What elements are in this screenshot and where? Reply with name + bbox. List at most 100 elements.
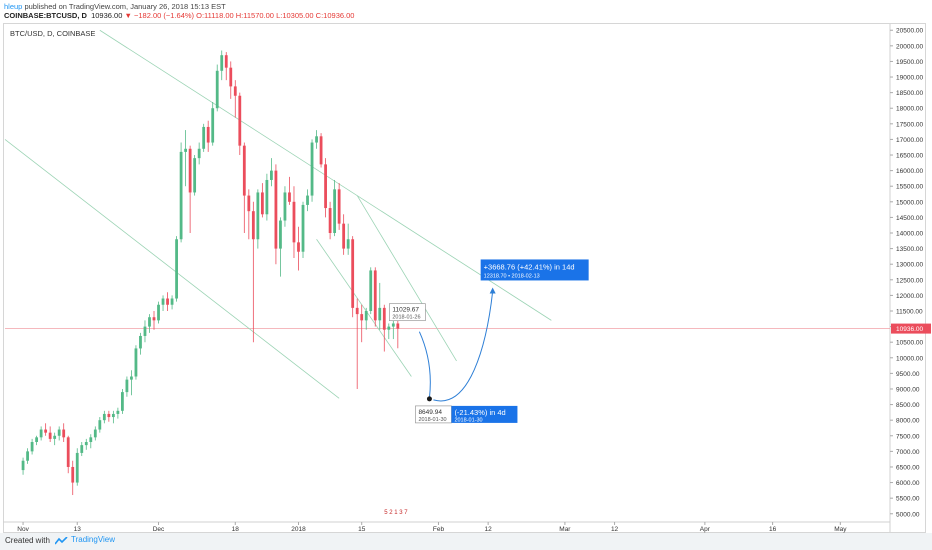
tradingview-brand[interactable]: TradingView (71, 535, 116, 544)
candle-body (224, 55, 228, 68)
candle-body (288, 192, 291, 202)
price-tick-label: 13500.00 (896, 246, 923, 253)
price-tick-label: 20000.00 (896, 43, 923, 50)
candle-body (35, 437, 39, 443)
candle-body (270, 170, 273, 180)
ohlc-values: O:11118.00 H:11570.00 L:10305.00 C:10936… (196, 11, 355, 20)
candle-body (319, 136, 323, 165)
author-link[interactable]: hleup (4, 2, 23, 11)
time-tick-label: Feb (433, 526, 445, 533)
candle-body (102, 413, 106, 421)
candle-body (247, 195, 251, 212)
candle-body (188, 148, 192, 193)
candle-body (93, 429, 97, 438)
candle-body (306, 195, 309, 205)
price-tick-label: 10500.00 (896, 340, 923, 347)
price-tick-label: 9000.00 (896, 386, 920, 393)
time-tick-label: 2018 (291, 526, 306, 533)
last-price: 10936.00 (91, 11, 123, 20)
candle-body (148, 317, 151, 327)
candle-body (351, 239, 355, 308)
candle-body (342, 223, 346, 249)
trend-channel-line (4, 139, 340, 399)
price-tick-label: 12500.00 (896, 277, 923, 284)
low-point-marker (426, 396, 432, 402)
time-tick-label: Mar (559, 526, 571, 533)
candle-body (391, 323, 395, 327)
candle-body (238, 95, 242, 146)
price-tick-label: 5000.00 (896, 511, 920, 518)
candle-body (292, 201, 296, 243)
price-tick-label: 18000.00 (896, 106, 923, 113)
time-tick-label: Apr (700, 526, 711, 533)
price-tick-label: 15000.00 (896, 199, 923, 206)
candle-body (166, 298, 169, 305)
candle-body (301, 204, 305, 252)
candle-body (328, 208, 332, 234)
candle-body (62, 429, 66, 438)
candle-body (116, 410, 120, 414)
time-tick-label: 16 (769, 526, 777, 533)
candle-body (324, 164, 327, 209)
candle-body (184, 148, 188, 152)
candle-body (111, 413, 115, 418)
candle-body (84, 442, 88, 446)
price-tick-label: 5500.00 (896, 496, 920, 503)
price-tick-label: 6000.00 (896, 480, 920, 487)
price-tick-label: 13000.00 (896, 262, 923, 269)
candle-body (66, 437, 70, 467)
footer-bar: Created with TradingView (0, 533, 932, 550)
candle-body (197, 148, 201, 159)
high-target-change: +3668.76 (+42.41%) in 14d (484, 262, 575, 271)
time-tick-label: 15 (358, 526, 366, 533)
candle-body (215, 70, 219, 109)
candle-body (378, 307, 382, 321)
symbol-name: COINBASE:BTCUSD, D (4, 11, 87, 20)
high-target-box (480, 259, 589, 281)
price-tick-label: 12000.00 (896, 293, 923, 300)
candle-body (373, 270, 377, 321)
projection-arrow-up (433, 291, 494, 402)
candle-body (211, 108, 215, 143)
price-tick-label: 16500.00 (896, 153, 923, 160)
price-tick-label: 20500.00 (896, 28, 923, 35)
low-change-text: (-21.43%) in 4d (454, 408, 505, 417)
candle-body (396, 323, 400, 329)
candle-body (134, 348, 138, 377)
candle-body (21, 460, 25, 471)
time-tick-label: 12 (485, 526, 493, 533)
price-tick-label: 17500.00 (896, 121, 923, 128)
high-marker-box (389, 303, 426, 322)
candle-body (256, 192, 260, 240)
candle-body (170, 298, 174, 305)
price-tick-label: 8000.00 (896, 418, 920, 425)
candle-body (71, 466, 75, 483)
price-tick-label: 16000.00 (896, 168, 923, 175)
price-tick-label: 10000.00 (896, 355, 923, 362)
price-tick-label: 9500.00 (896, 371, 920, 378)
low-target-price: 8649.94 (418, 409, 442, 416)
price-change: ▼ −182.00 (−1.64%) (124, 11, 195, 20)
candle-body (310, 142, 314, 196)
candle-body (297, 242, 300, 252)
price-tick-label: 15500.00 (896, 184, 923, 191)
time-tick-label: Dec (153, 526, 165, 533)
candle-body (57, 429, 61, 436)
candle-body (125, 379, 129, 393)
event-icons: 5 2 1 3 7 (384, 510, 408, 516)
projection-arrow-down (418, 331, 431, 398)
candle-body (120, 392, 124, 411)
candle-body (229, 67, 233, 87)
created-with-label: Created with (5, 536, 50, 545)
candle-body (274, 170, 278, 249)
candle-body (107, 413, 111, 418)
candle-body (242, 145, 246, 196)
last-price-label: 10936.00 (896, 326, 923, 333)
symbol-line: COINBASE:BTCUSD, D 10936.00 ▼ −182.00 (−… (4, 11, 354, 20)
high-marker-price: 11029.67 (392, 307, 419, 314)
time-tick-label: May (834, 526, 847, 533)
price-tick-label: 17000.00 (896, 137, 923, 144)
time-tick-label: 18 (232, 526, 240, 533)
candle-body (26, 451, 29, 461)
